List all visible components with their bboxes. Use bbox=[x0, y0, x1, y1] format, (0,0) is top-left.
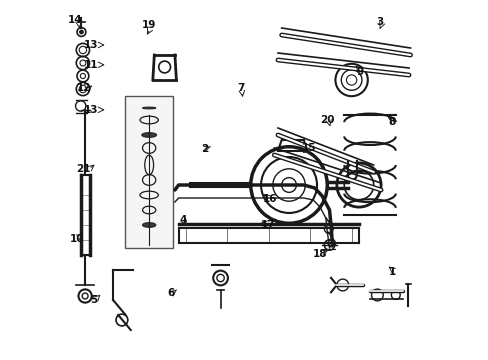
Circle shape bbox=[80, 30, 83, 34]
Text: 9: 9 bbox=[355, 67, 363, 77]
Text: 10: 10 bbox=[70, 234, 84, 244]
Text: 2: 2 bbox=[201, 144, 208, 154]
Text: 19: 19 bbox=[142, 20, 156, 30]
Text: 14: 14 bbox=[68, 15, 82, 25]
Text: 6: 6 bbox=[167, 288, 174, 298]
Text: 12: 12 bbox=[76, 83, 91, 93]
Text: 1: 1 bbox=[388, 267, 396, 277]
Text: 21: 21 bbox=[76, 164, 91, 174]
Ellipse shape bbox=[142, 107, 156, 109]
Text: 20: 20 bbox=[319, 114, 334, 125]
Text: 5: 5 bbox=[90, 294, 98, 305]
Text: 18: 18 bbox=[312, 249, 326, 259]
Text: 7: 7 bbox=[237, 83, 244, 93]
Bar bbox=[124, 96, 172, 248]
Text: 13: 13 bbox=[84, 105, 99, 115]
Text: 3: 3 bbox=[375, 17, 382, 27]
Text: 13: 13 bbox=[84, 40, 99, 50]
Ellipse shape bbox=[142, 222, 156, 228]
Text: 8: 8 bbox=[387, 117, 395, 127]
Text: 17: 17 bbox=[260, 220, 275, 230]
Text: 11: 11 bbox=[84, 60, 99, 70]
Ellipse shape bbox=[142, 133, 156, 137]
Text: 15: 15 bbox=[302, 143, 316, 153]
Text: 4: 4 bbox=[179, 215, 186, 225]
Text: 16: 16 bbox=[262, 194, 276, 204]
